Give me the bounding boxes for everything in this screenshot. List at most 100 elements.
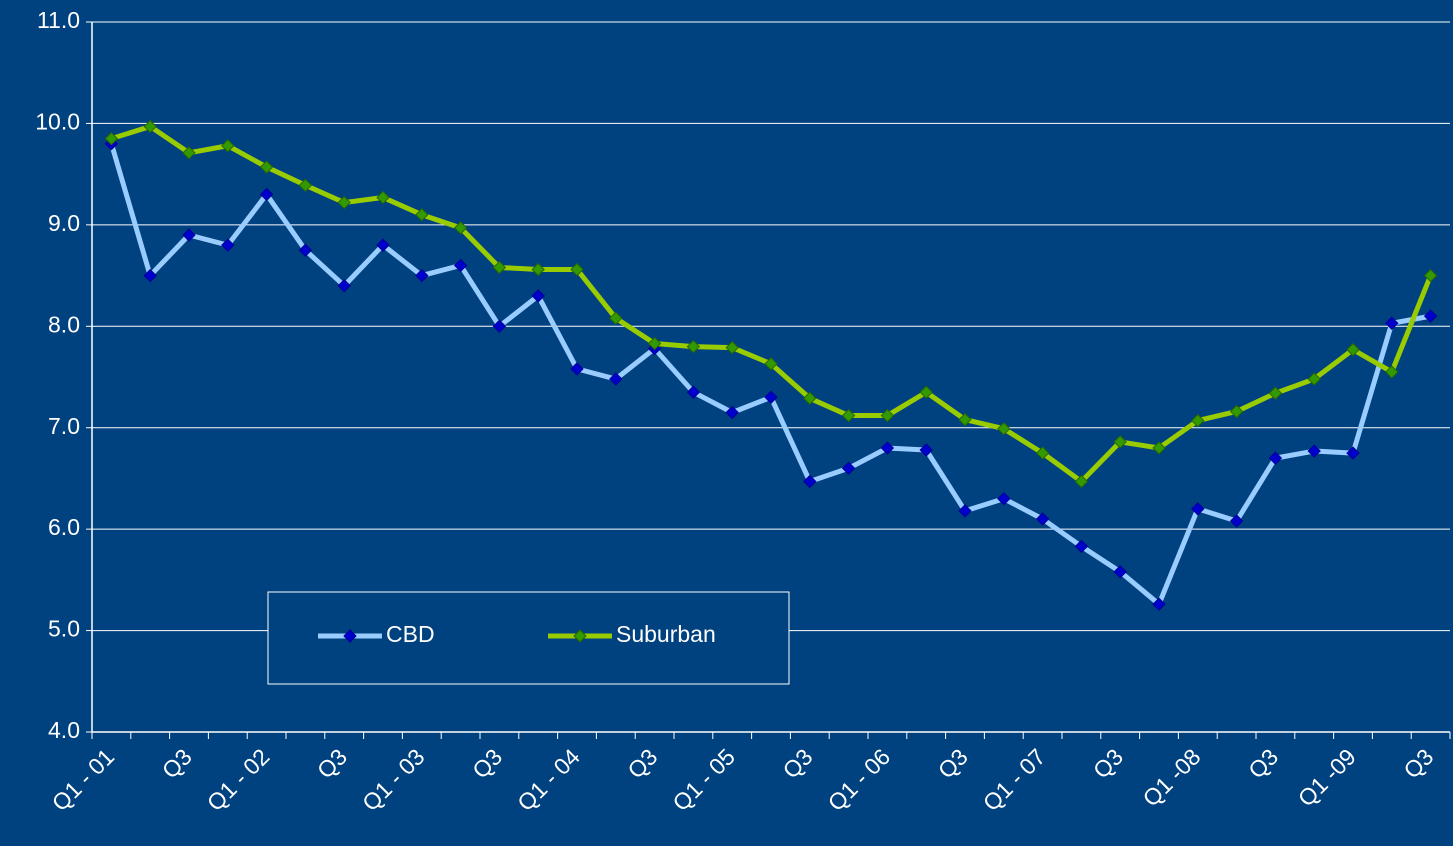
marker [647, 336, 662, 351]
marker [337, 279, 351, 293]
marker [919, 443, 933, 457]
marker [1385, 316, 1399, 330]
marker [453, 258, 468, 273]
y-tick-label: 6.0 [48, 514, 80, 540]
x-tick-label: Q1 - 03 [357, 743, 430, 816]
marker [570, 362, 584, 376]
marker [492, 319, 507, 333]
marker [298, 243, 313, 257]
marker [764, 390, 778, 404]
marker [997, 422, 1011, 436]
marker [1152, 597, 1166, 611]
marker [1152, 441, 1166, 455]
marker [1229, 514, 1244, 528]
marker [958, 504, 972, 518]
x-tick-label: Q1 - 07 [978, 743, 1051, 816]
marker [415, 208, 429, 222]
marker [958, 412, 972, 427]
marker [686, 339, 701, 354]
x-tick-label: Q3 [467, 743, 507, 783]
marker [337, 195, 351, 210]
x-tick-label: Q3 [1243, 743, 1283, 783]
marker [1074, 539, 1089, 554]
marker [1035, 446, 1050, 460]
x-tick-label: Q3 [933, 743, 973, 783]
marker [1035, 512, 1050, 526]
marker [104, 131, 119, 146]
y-tick-label: 8.0 [48, 311, 80, 337]
x-tick-label: Q3 [1088, 743, 1128, 783]
x-tick-label: Q1 - 04 [512, 743, 585, 816]
marker [415, 268, 429, 283]
marker [182, 146, 196, 160]
legend-label: CBD [386, 621, 435, 647]
x-tick-label: Q1 - 05 [667, 743, 740, 816]
marker [1074, 474, 1089, 489]
marker [1113, 565, 1127, 579]
x-tick-label: Q3 [312, 743, 352, 783]
marker [1307, 444, 1321, 458]
marker [570, 262, 584, 277]
marker [1191, 413, 1205, 428]
marker [686, 385, 701, 399]
y-tick-label: 11.0 [37, 7, 80, 33]
legend-label: Suburban [616, 621, 716, 647]
marker [841, 408, 856, 423]
marker [259, 160, 274, 174]
marker [343, 629, 357, 643]
x-tick-label: Q1 - 01 [47, 743, 120, 816]
marker [259, 187, 274, 202]
x-tick-label: Q3 [622, 743, 662, 783]
y-tick-label: 9.0 [48, 210, 80, 236]
marker [1229, 404, 1244, 419]
marker [725, 405, 739, 420]
x-tick-label: Q3 [157, 743, 197, 783]
marker [803, 474, 817, 489]
marker [453, 221, 468, 235]
marker [143, 268, 157, 283]
marker [1113, 435, 1127, 449]
x-tick-label: Q3 [1398, 743, 1438, 783]
marker [1423, 268, 1438, 283]
marker [492, 260, 507, 275]
marker [919, 385, 933, 399]
marker [1385, 365, 1399, 379]
series-line [109, 143, 1432, 607]
marker [1346, 446, 1360, 460]
marker [376, 238, 390, 252]
marker [764, 357, 778, 371]
marker [997, 492, 1011, 506]
marker [376, 190, 390, 205]
y-tick-label: 5.0 [48, 616, 80, 642]
marker [531, 262, 545, 277]
marker [1307, 372, 1321, 386]
x-tick-label: Q1 -08 [1138, 743, 1206, 811]
marker [803, 391, 817, 406]
marker [221, 238, 235, 252]
marker [1191, 502, 1205, 516]
marker [725, 340, 739, 355]
marker [298, 178, 313, 193]
marker [221, 139, 235, 153]
y-tick-label: 7.0 [48, 413, 80, 439]
x-tick-label: Q1 -09 [1293, 743, 1361, 811]
marker [531, 289, 545, 303]
marker [1423, 309, 1438, 323]
marker [1268, 451, 1283, 465]
x-tick-label: Q1 - 02 [202, 743, 275, 816]
y-tick-label: 4.0 [48, 717, 80, 743]
marker [1346, 342, 1360, 357]
x-tick-label: Q3 [778, 743, 818, 783]
marker [1268, 386, 1283, 400]
series-line [110, 123, 1433, 484]
marker [143, 119, 157, 134]
y-tick-label: 10.0 [35, 109, 80, 135]
marker [880, 408, 895, 423]
marker [573, 629, 587, 643]
marker [609, 311, 623, 325]
marker [609, 372, 623, 386]
marker [880, 441, 895, 455]
marker [841, 461, 856, 475]
marker [182, 228, 196, 242]
